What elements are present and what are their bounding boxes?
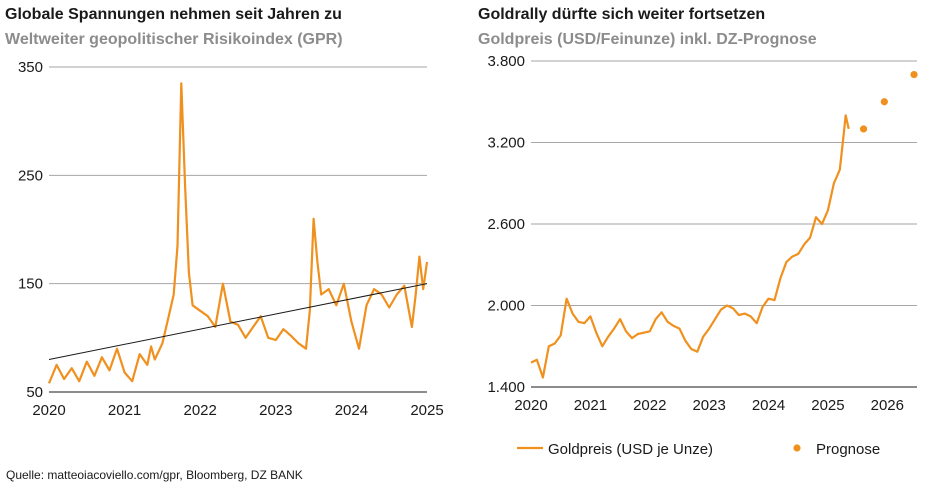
- right-chart-title: Goldrally dürfte sich weiter fortsetzen: [478, 6, 766, 23]
- trend-line: [48, 283, 428, 360]
- x-tick-label: 2022: [184, 402, 217, 419]
- right-chart: 1.400 2.000 2.600 3.200 3.800 2020 2021 2022 202…: [487, 53, 918, 414]
- legend-swatch-prognose: [793, 444, 801, 452]
- left-chart-subtitle: Weltweiter geopolitischer Risikoindex (G…: [5, 31, 343, 48]
- x-tick-label: 2023: [259, 402, 292, 419]
- left-chart-title: Globale Spannungen nehmen seit Jahren zu: [5, 6, 342, 23]
- y-tick-label: 3.200: [487, 135, 525, 152]
- y-tick-label: 1.400: [487, 379, 525, 396]
- x-tick-label: 2024: [752, 397, 785, 414]
- x-tick-label: 2025: [410, 402, 443, 419]
- y-tick-label: 2.600: [487, 216, 525, 233]
- left-chart: 50 150 250 350 2020 2021 2022 2023 2024 2025: [18, 59, 444, 419]
- y-tick-label: 3.800: [487, 53, 525, 70]
- y-tick-label: 2.000: [487, 298, 525, 315]
- x-tick-label: 2026: [871, 397, 904, 414]
- forecast-point: [859, 125, 868, 133]
- y-tick-label: 350: [18, 59, 43, 76]
- right-chart-legend: Goldpreis (USD je Unze) Prognose: [517, 441, 880, 458]
- gpr-index-line: [47, 82, 429, 384]
- source-note: Quelle: matteoiacoviello.com/gpr, Bloomb…: [6, 468, 303, 482]
- y-tick-label: 250: [18, 167, 43, 184]
- x-tick-label: 2021: [574, 397, 607, 414]
- y-tick-label: 50: [26, 384, 43, 401]
- legend-label-prognose: Prognose: [816, 441, 880, 458]
- x-tick-label: 2024: [335, 402, 368, 419]
- right-chart-subtitle: Goldpreis (USD/Feinunze) inkl. DZ-Progno…: [478, 31, 817, 48]
- x-tick-label: 2021: [108, 402, 141, 419]
- y-tick-label: 150: [18, 276, 43, 293]
- x-tick-label: 2020: [514, 397, 547, 414]
- x-tick-label: 2023: [692, 397, 725, 414]
- gold-price-line: [530, 114, 850, 379]
- x-tick-label: 2020: [32, 402, 65, 419]
- forecast-point: [910, 70, 918, 79]
- x-tick-label: 2025: [811, 397, 844, 414]
- forecast-point: [880, 98, 888, 106]
- legend-label-goldpreis: Goldpreis (USD je Unze): [548, 441, 713, 458]
- x-tick-label: 2022: [633, 397, 666, 414]
